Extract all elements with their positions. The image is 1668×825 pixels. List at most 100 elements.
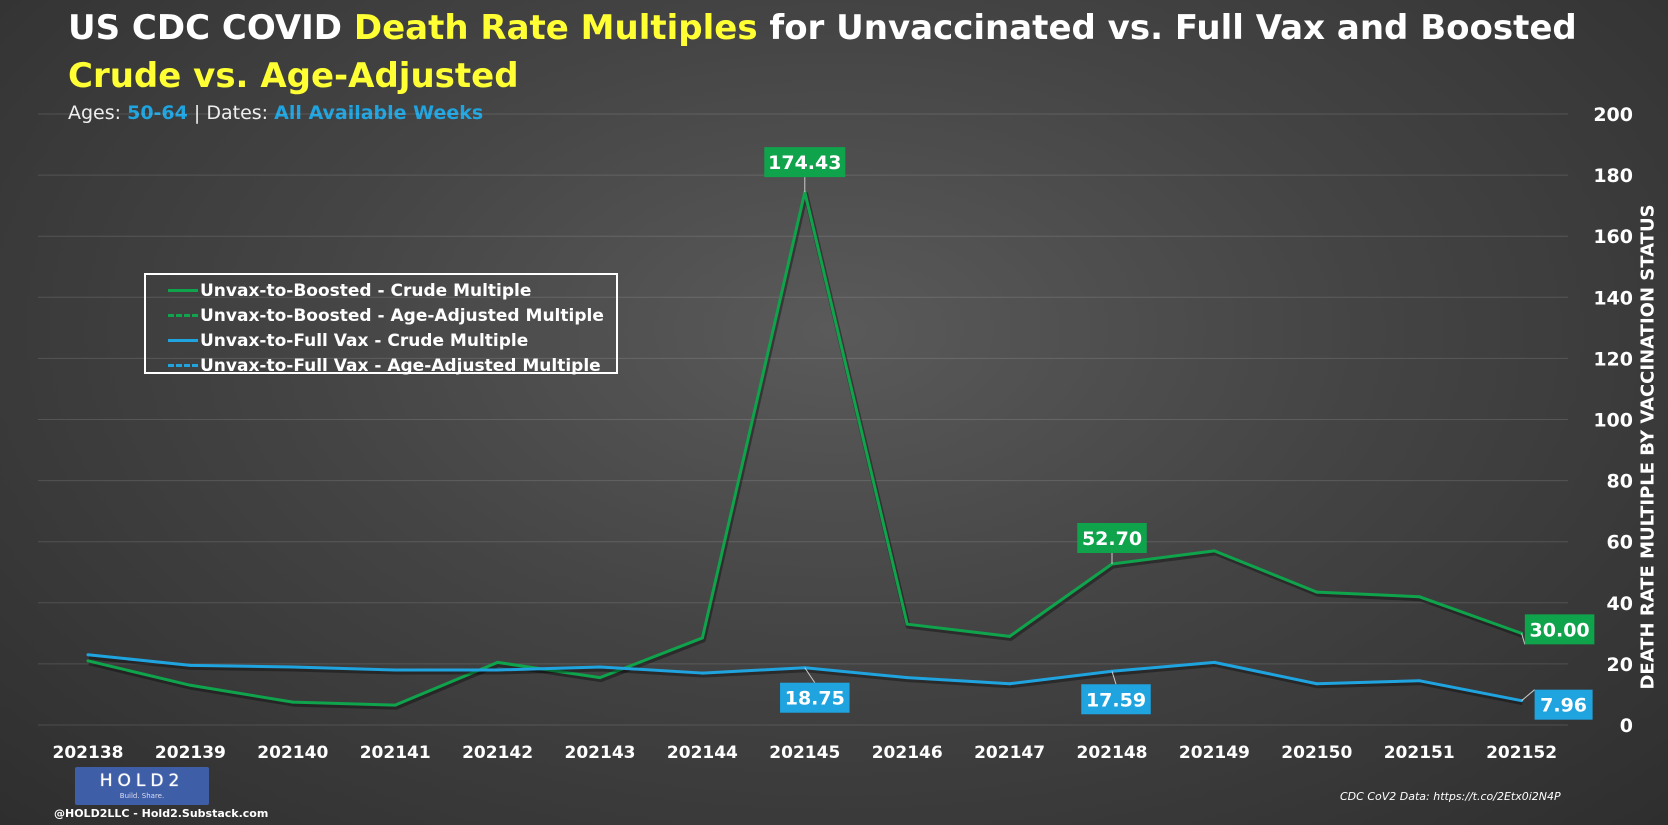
legend-swatch — [168, 364, 198, 367]
data-point — [291, 665, 295, 669]
data-point — [700, 636, 704, 640]
y-tick-label: 20 — [1607, 654, 1633, 676]
data-point — [905, 622, 909, 626]
chart-title: US CDC COVID Death Rate Multiples for Un… — [68, 4, 1577, 52]
data-label-box — [764, 147, 846, 178]
x-tick-label: 202150 — [1281, 743, 1352, 763]
x-tick-label: 202149 — [1179, 743, 1250, 763]
data-label: 7.96 — [1540, 695, 1587, 717]
data-point — [86, 659, 90, 663]
title-part1: US CDC COVID — [68, 8, 354, 48]
data-point — [393, 668, 397, 672]
legend-swatch — [168, 339, 198, 342]
y-tick-label: 0 — [1620, 715, 1633, 737]
y-tick-label: 180 — [1593, 165, 1633, 187]
data-point — [905, 676, 909, 680]
y-tick-label: 120 — [1593, 348, 1633, 370]
x-tick-label: 202148 — [1077, 743, 1148, 763]
data-label: 174.43 — [768, 152, 841, 174]
y-axis-label: DEATH RATE MULTIPLE BY VACCINATION STATU… — [1637, 204, 1659, 690]
x-tick-label: 202145 — [769, 743, 840, 763]
legend-label: Unvax-to-Boosted - Age-Adjusted Multiple — [200, 305, 604, 326]
data-source[interactable]: CDC CoV2 Data: https://t.co/2Etx0i2N4P — [1340, 790, 1561, 803]
data-label-box — [1077, 523, 1147, 554]
series-line — [87, 190, 1523, 707]
title-part2: for Unvaccinated vs. Full Vax and Booste… — [757, 8, 1577, 48]
data-label: 30.00 — [1530, 619, 1590, 641]
data-point — [496, 660, 500, 664]
data-label-leader — [1111, 671, 1117, 685]
y-axis-ticks: 0 20 40 60 80 100 120 140 160 180 200 — [1593, 104, 1633, 737]
ages-value: 50-64 — [127, 102, 188, 124]
x-tick-label: 202142 — [462, 743, 533, 763]
title-highlight: Death Rate Multiples — [353, 8, 758, 48]
filter-info: Ages: 50-64 | Dates: All Available Weeks — [68, 100, 483, 126]
data-label: 17.59 — [1086, 689, 1146, 711]
legend-item-boosted-age-adjusted: Unvax-to-Boosted - Age-Adjusted Multiple — [168, 303, 616, 328]
data-label: 52.70 — [1082, 528, 1142, 550]
x-tick-label: 202152 — [1486, 743, 1557, 763]
legend-item-fullvax-age-adjusted: Unvax-to-Full Vax - Age-Adjusted Multipl… — [168, 353, 616, 378]
x-tick-label: 202143 — [565, 743, 636, 763]
data-label-box — [780, 682, 850, 713]
x-tick-label: 202147 — [974, 743, 1045, 763]
data-point — [188, 683, 192, 687]
data-label-leader — [1521, 633, 1526, 645]
x-tick-label: 202140 — [257, 743, 328, 763]
hold2-logo[interactable]: HOLD2 Build. Share. — [75, 767, 209, 805]
x-tick-label: 202141 — [360, 743, 431, 763]
data-labels: 174.43 52.70 30.00 18.75 17.59 7.96 — [764, 147, 1595, 720]
logo-text: HOLD2 — [99, 771, 185, 791]
data-point — [496, 668, 500, 672]
x-axis-ticks: 202138 202139 202140 202141 202142 202143 2021… — [53, 743, 1558, 763]
y-tick-label: 140 — [1593, 287, 1633, 309]
x-tick-label: 202151 — [1384, 743, 1455, 763]
dates-label: Dates: — [206, 102, 275, 124]
data-point — [1417, 595, 1421, 599]
series-lines — [86, 190, 1524, 710]
data-point — [1212, 549, 1216, 553]
x-tick-label: 202146 — [872, 743, 943, 763]
y-tick-label: 200 — [1593, 104, 1633, 126]
separator: | — [187, 102, 207, 124]
data-point — [1008, 682, 1012, 686]
legend-label: Unvax-to-Full Vax - Age-Adjusted Multipl… — [200, 355, 601, 376]
logo-tagline: Build. Share. — [119, 792, 165, 800]
y-tick-label: 160 — [1593, 226, 1633, 248]
x-tick-label: 202139 — [155, 743, 226, 763]
x-tick-label: 202144 — [667, 743, 738, 763]
series-line-shadow — [88, 191, 1524, 710]
data-point — [86, 653, 90, 657]
legend-item-fullvax-crude: Unvax-to-Full Vax - Crude Multiple — [168, 328, 616, 353]
data-point — [1008, 634, 1012, 638]
legend-swatch — [168, 289, 198, 292]
gridlines — [38, 113, 1568, 726]
y-tick-label: 40 — [1607, 593, 1633, 615]
data-label-leader — [1521, 689, 1535, 702]
data-point — [393, 703, 397, 707]
data-point — [1315, 682, 1319, 686]
data-label-box — [1534, 689, 1593, 720]
y-tick-label: 80 — [1607, 471, 1633, 493]
y-tick-label: 60 — [1607, 532, 1633, 554]
x-tick-label: 202138 — [53, 743, 124, 763]
author-handle[interactable]: @HOLD2LLC - Hold2.Substack.com — [54, 807, 269, 820]
chart-subtitle: Crude vs. Age-Adjusted — [68, 56, 519, 96]
data-label: 18.75 — [785, 688, 845, 710]
data-point — [700, 671, 704, 675]
ages-label: Ages: — [68, 102, 128, 124]
y-tick-label: 100 — [1593, 410, 1633, 432]
data-label-leader — [804, 667, 816, 683]
legend-item-boosted-crude: Unvax-to-Boosted - Crude Multiple — [168, 278, 616, 303]
data-label-box — [1524, 614, 1595, 645]
data-point — [598, 665, 602, 669]
legend-label: Unvax-to-Boosted - Crude Multiple — [200, 280, 532, 301]
data-point — [1315, 590, 1319, 594]
data-point — [188, 663, 192, 667]
data-point — [598, 676, 602, 680]
dates-value: All Available Weeks — [274, 102, 484, 124]
data-point — [291, 700, 295, 704]
data-point — [1212, 660, 1216, 664]
legend-label: Unvax-to-Full Vax - Crude Multiple — [200, 330, 529, 351]
